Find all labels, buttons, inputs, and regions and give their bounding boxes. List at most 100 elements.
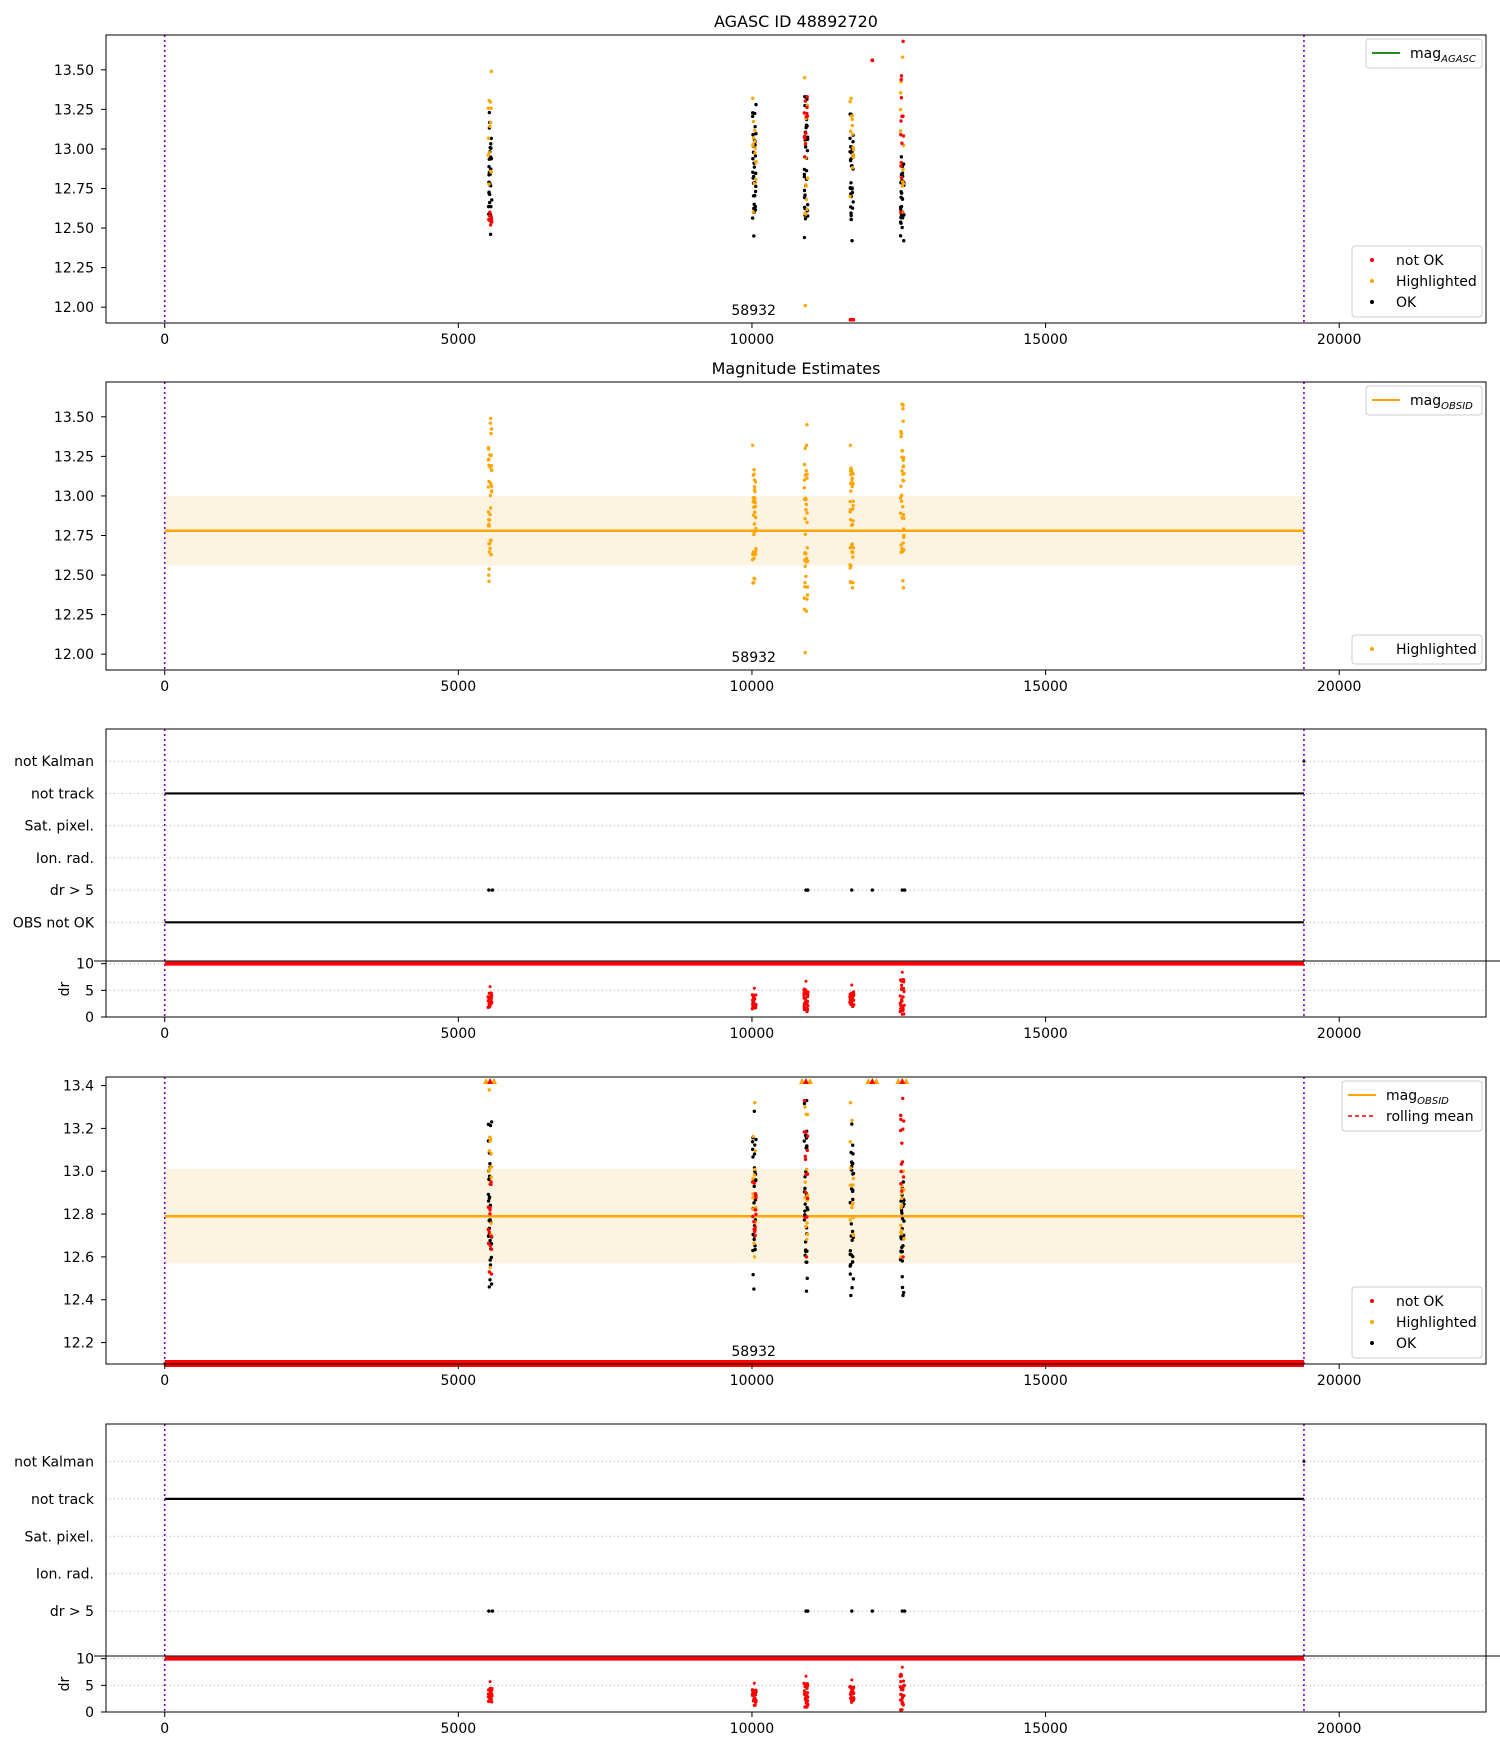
ok-point [805,1276,809,1281]
not-ok-point [805,105,809,110]
highlighted-point [901,535,906,540]
ok-point [487,1177,491,1182]
ok-point [750,216,755,220]
highlighted-point [489,69,494,74]
y-tick-label: 12.25 [54,608,94,624]
highlighted-point [751,1134,755,1139]
x-tick-label: 20000 [1317,1026,1362,1042]
dr-point [804,1674,808,1678]
dr-point [849,1699,854,1703]
legend-dot-swatch [1370,279,1374,283]
not-ok-point [901,134,906,138]
ok-point [752,1109,757,1113]
legend-entry: magOBSID [1410,393,1473,412]
dr-point [805,1691,810,1695]
ok-point [851,1197,855,1202]
ok-point [899,1249,903,1253]
highlighted-point [851,550,855,555]
ok-point [850,1189,855,1194]
ok-point [488,145,492,150]
not-ok-point [900,1189,904,1193]
highlighted-point [898,496,903,500]
dr-point [898,994,902,998]
highlighted-point [489,431,493,436]
ok-point [754,1137,758,1142]
dr-point [486,1005,490,1009]
y-tick-label: 13.4 [63,1079,94,1095]
highlighted-point [851,555,855,559]
x-tick-label: 20000 [1317,679,1362,695]
highlighted-point [752,505,756,509]
ok-point [751,176,755,180]
dr-point [850,1692,855,1696]
ok-point [488,1238,492,1243]
x-tick-label: 5000 [441,679,477,695]
dr-point [900,1012,904,1016]
y-tick-label: 13.50 [54,410,94,426]
ok-point [803,1202,807,1206]
ok-point [848,1252,852,1257]
highlighted-point [805,207,809,212]
clipped-marker [903,1078,910,1084]
highlighted-point [901,541,905,545]
highlighted-point [803,585,807,589]
dr-flag-point [870,888,875,892]
legend-dot-swatch [1370,258,1374,262]
highlighted-point [752,181,757,186]
dr-point [802,1692,807,1696]
highlighted-point [488,546,492,551]
ok-point [850,239,854,243]
not-ok-point [752,1229,757,1234]
flag-row-label: Sat. pixel. [25,1529,94,1545]
axes-frame [105,1076,1487,1365]
not-ok-point [805,95,809,99]
x-tick-label: 15000 [1023,1721,1068,1737]
not-ok-point [489,218,494,222]
legend-entry: not OK [1396,253,1444,269]
axes-frame [105,381,1487,671]
dr-point [488,1680,492,1684]
ok-point [901,1180,906,1184]
flag-row-label: dr > 5 [50,1604,94,1620]
highlighted-point [488,416,493,421]
ok-point [804,1289,809,1293]
not-ok-point [753,1225,757,1229]
highlighted-point [901,579,905,583]
highlighted-point [900,550,905,554]
highlighted-point [899,432,904,436]
highlighted-point [803,1180,807,1184]
highlighted-point [486,458,491,462]
ok-point [898,220,903,224]
ok-point [751,132,755,137]
ok-point [850,190,855,195]
highlighted-point [488,124,492,129]
dr-point [753,1698,757,1702]
legend-frame [1341,1080,1483,1132]
ok-point [849,217,853,222]
x-tick-label: 0 [160,1026,169,1042]
highlighted-point [487,573,491,577]
legend-entry: not OK [1396,1294,1444,1310]
ok-point [802,235,807,240]
dr-axis-label: dr [57,981,73,996]
ok-point [754,131,758,136]
not-ok-point [899,1182,903,1186]
dr-point [752,986,756,990]
highlighted-point [489,1175,493,1179]
highlighted-point [489,484,494,489]
not-ok-point [488,1243,492,1248]
dr-point [850,1687,854,1691]
ok-point [751,157,755,161]
y-tick-label: 5 [85,983,94,999]
dr-point [804,979,808,983]
highlighted-point [805,546,809,550]
ok-point [751,170,755,174]
not-ok-point [899,1169,903,1174]
highlighted-point [488,493,493,498]
y-tick-label: 12.4 [63,1293,94,1309]
ok-point [851,1277,856,1281]
axes-frame [105,728,1487,1018]
highlighted-point [805,476,809,480]
highlighted-point [898,129,903,133]
highlighted-point [899,1230,903,1235]
